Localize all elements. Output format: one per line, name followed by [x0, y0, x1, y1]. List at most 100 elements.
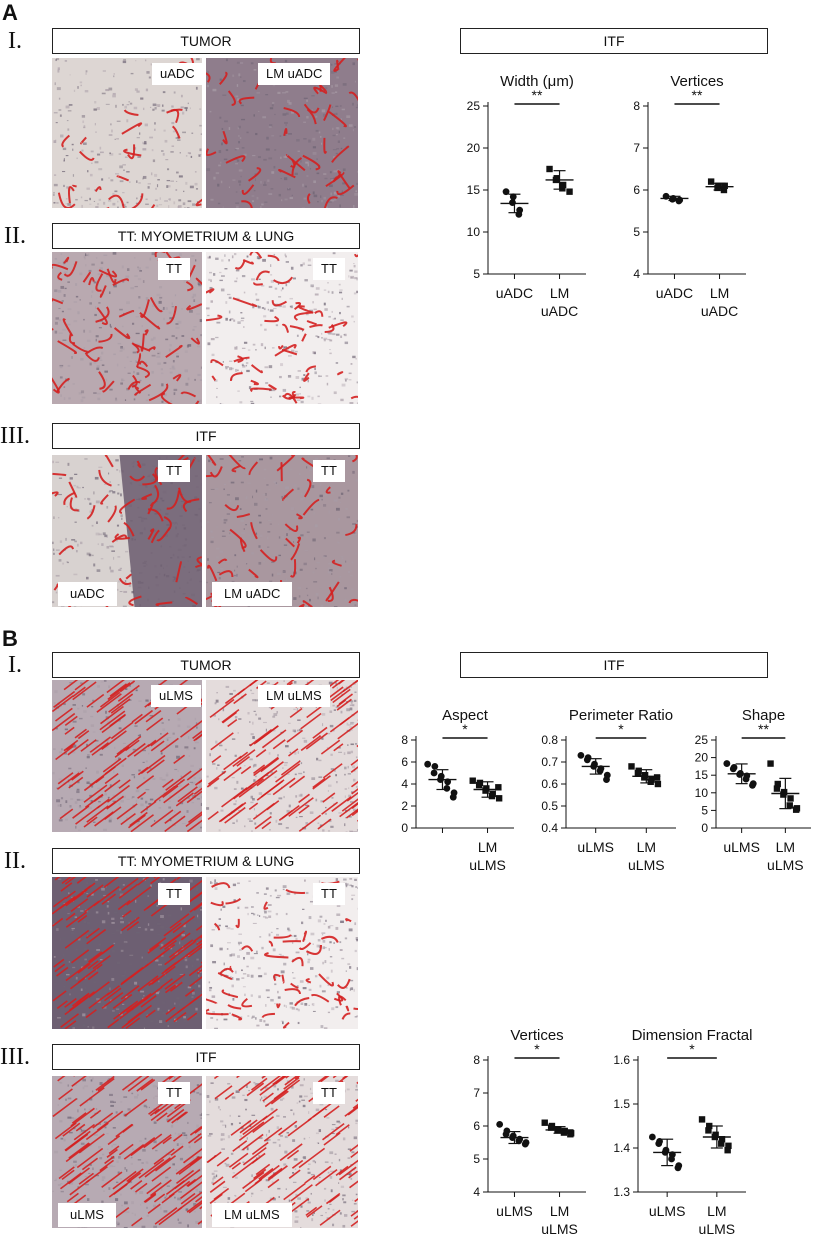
data-point	[706, 1122, 713, 1130]
plot-title: Aspect	[442, 707, 489, 724]
significance-label: *	[618, 721, 624, 737]
data-point	[725, 1142, 732, 1149]
data-point	[449, 793, 457, 801]
y-tick-label: 8	[633, 99, 640, 113]
panel-b-itf-header: ITF	[460, 652, 768, 678]
data-point	[707, 178, 715, 185]
data-point	[698, 1116, 706, 1123]
y-tick-label: 5	[473, 1152, 480, 1166]
y-tick-label: 6	[401, 755, 408, 769]
data-point	[749, 782, 756, 789]
panel-a-row1-roman: I.	[8, 28, 22, 54]
significance-label: **	[532, 87, 543, 103]
y-tick-label: 1.5	[613, 1097, 630, 1111]
panel-b-row2-header: TT: MYOMETRIUM & LUNG	[52, 848, 360, 874]
panel-a-row2-roman: II.	[4, 223, 26, 249]
x-tick-label: uADC	[701, 303, 738, 319]
x-tick-label: uLMS	[628, 857, 665, 873]
tag-b1-left: uLMS	[151, 685, 201, 707]
x-tick-label: LM	[478, 839, 497, 855]
x-tick-label: LM	[707, 1203, 726, 1219]
y-tick-label: 2	[401, 799, 408, 813]
tag-a1-right: LM uADC	[258, 63, 331, 85]
data-point	[482, 787, 489, 794]
panel-b-row2-roman: II.	[4, 848, 26, 874]
tag-b3-tt-right: TT	[313, 1082, 345, 1104]
x-tick-label: uLMS	[767, 857, 804, 873]
tag-b2-left: TT	[158, 883, 190, 905]
plot-a-vertices: Vertices 4 5 6 7 8 uADC LM uADC **	[633, 73, 746, 319]
y-tick-label: 4	[633, 267, 640, 281]
tag-a3-bottom-left: uADC	[58, 582, 117, 606]
data-point	[780, 791, 787, 798]
data-point	[431, 763, 439, 770]
data-point	[774, 780, 781, 788]
y-tick-label: 0.6	[541, 777, 558, 791]
panel-a-row3-roman: III.	[0, 423, 30, 449]
data-point	[515, 1137, 523, 1145]
panel-b-row1-header: TUMOR	[52, 652, 360, 678]
data-point	[443, 785, 451, 792]
y-tick-label: 25	[695, 733, 709, 747]
significance-label: *	[462, 721, 468, 737]
plot-title: Perimeter Ratio	[569, 707, 673, 724]
y-tick-label: 25	[467, 99, 481, 113]
y-tick-label: 8	[401, 733, 408, 747]
y-tick-label: 0	[701, 821, 708, 835]
y-tick-label: 5	[633, 225, 640, 239]
data-point	[596, 767, 604, 775]
data-point	[674, 1164, 682, 1172]
y-tick-label: 0.5	[541, 799, 558, 813]
data-point	[742, 775, 750, 783]
y-tick-label: 1.6	[613, 1053, 630, 1067]
data-point	[469, 777, 476, 784]
y-tick-label: 20	[695, 751, 709, 765]
data-point	[566, 188, 573, 195]
data-point	[515, 210, 523, 218]
tag-a3-tt-right: TT	[313, 460, 345, 482]
plot-b-aspect: Aspect 0 2 4 6 8 LM uLMS *	[401, 707, 514, 873]
data-point	[496, 1120, 504, 1128]
data-point	[559, 185, 566, 192]
tag-b3-bottom-right: LM uLMS	[212, 1203, 292, 1227]
tag-a1-left: uADC	[152, 63, 203, 85]
y-tick-label: 20	[467, 141, 481, 155]
micrograph-a2-left	[52, 252, 202, 404]
data-point	[495, 784, 502, 791]
data-point	[546, 165, 553, 173]
y-tick-label: 7	[633, 141, 640, 155]
data-point	[577, 752, 585, 759]
y-tick-label: 0.4	[541, 821, 558, 835]
data-point	[430, 769, 438, 777]
data-point	[495, 795, 503, 802]
y-tick-label: 8	[473, 1053, 480, 1067]
data-point	[723, 760, 731, 767]
data-point	[718, 1140, 725, 1147]
y-tick-label: 7	[473, 1086, 480, 1100]
x-tick-label: uLMS	[699, 1221, 736, 1237]
data-point	[628, 763, 635, 770]
y-tick-label: 6	[633, 183, 640, 197]
plot-title: Width (μm)	[500, 73, 574, 90]
micrograph-a1-right	[206, 58, 358, 208]
x-tick-label: uLMS	[577, 839, 614, 855]
y-tick-label: 5	[473, 267, 480, 281]
y-tick-label: 4	[401, 777, 408, 791]
plot-b-perimeter-ratio: Perimeter Ratio 0.4 0.5 0.6 0.7 0.8 uLMS LM uLMS…	[541, 707, 676, 873]
plot-title: Dimension Fractal	[632, 1027, 753, 1044]
panel-b-row3-roman: III.	[0, 1044, 30, 1070]
data-point	[541, 1119, 548, 1126]
panel-a-row1-header: TUMOR	[52, 28, 360, 54]
y-tick-label: 15	[467, 183, 481, 197]
x-tick-label: uLMS	[723, 839, 760, 855]
plot-title: Vertices	[510, 1027, 563, 1044]
data-point	[647, 778, 654, 785]
plot-b-vertices: Vertices 4 5 6 7 8 uLMS LM uLMS *	[473, 1027, 586, 1237]
y-tick-label: 1.3	[613, 1185, 630, 1199]
data-point	[567, 1131, 574, 1138]
data-point	[424, 760, 432, 768]
plot-title: Vertices	[670, 73, 723, 90]
x-tick-label: uLMS	[496, 1203, 533, 1219]
panel-a-row3-header: ITF	[52, 423, 360, 449]
significance-label: **	[692, 87, 703, 103]
